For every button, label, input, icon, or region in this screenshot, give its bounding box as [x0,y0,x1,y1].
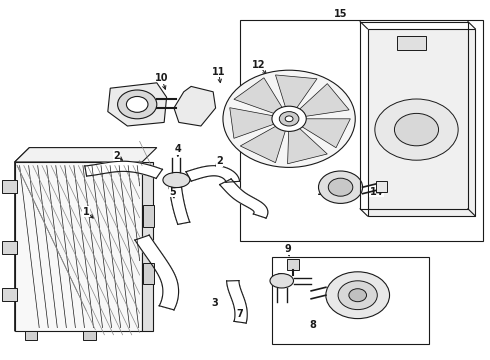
Bar [24,331,37,340]
Bar [368,29,475,216]
Polygon shape [108,83,167,126]
Text: 11: 11 [212,67,225,77]
Bar [240,20,483,241]
Circle shape [375,99,458,160]
Circle shape [326,272,390,319]
Circle shape [272,106,306,131]
Bar [142,162,153,331]
Bar [83,331,96,340]
Polygon shape [85,161,162,178]
Polygon shape [298,84,349,117]
Polygon shape [15,148,157,162]
Text: 3: 3 [211,298,218,309]
Circle shape [223,70,355,167]
Text: 2: 2 [216,156,223,166]
Bar [287,259,299,270]
Bar [143,205,154,227]
Polygon shape [170,187,190,224]
Circle shape [126,96,148,112]
Polygon shape [230,108,276,138]
Circle shape [118,90,157,119]
Bar [376,181,387,192]
Circle shape [338,281,377,310]
Text: 7: 7 [237,309,244,319]
Circle shape [285,116,293,122]
Bar [397,36,426,50]
Polygon shape [186,166,240,182]
Text: 12: 12 [252,60,266,70]
Text: 6: 6 [275,273,282,283]
Text: 15: 15 [334,9,347,19]
Circle shape [328,178,353,196]
Bar [272,257,429,344]
Polygon shape [288,127,327,164]
Text: 13: 13 [317,186,330,197]
Text: 14: 14 [369,186,383,197]
Polygon shape [300,119,350,148]
Polygon shape [275,75,317,109]
Ellipse shape [163,172,190,188]
Circle shape [279,112,299,126]
Text: 1: 1 [83,207,90,217]
Circle shape [318,171,363,203]
Polygon shape [15,148,29,331]
Text: 9: 9 [284,244,291,255]
Text: 2: 2 [113,150,120,161]
Polygon shape [220,179,268,218]
Polygon shape [227,280,247,323]
Polygon shape [240,125,286,163]
Polygon shape [135,235,178,310]
Text: 10: 10 [155,73,169,84]
Bar [143,263,154,284]
Polygon shape [174,86,216,126]
Bar [15,162,142,331]
Ellipse shape [270,274,294,288]
Polygon shape [234,78,283,114]
Bar [2,241,17,254]
Text: 4: 4 [174,144,181,154]
Bar [2,288,17,301]
Circle shape [394,113,439,146]
Text: 5: 5 [169,186,176,197]
Bar [2,180,17,193]
Circle shape [349,289,367,302]
Text: 8: 8 [309,320,316,330]
